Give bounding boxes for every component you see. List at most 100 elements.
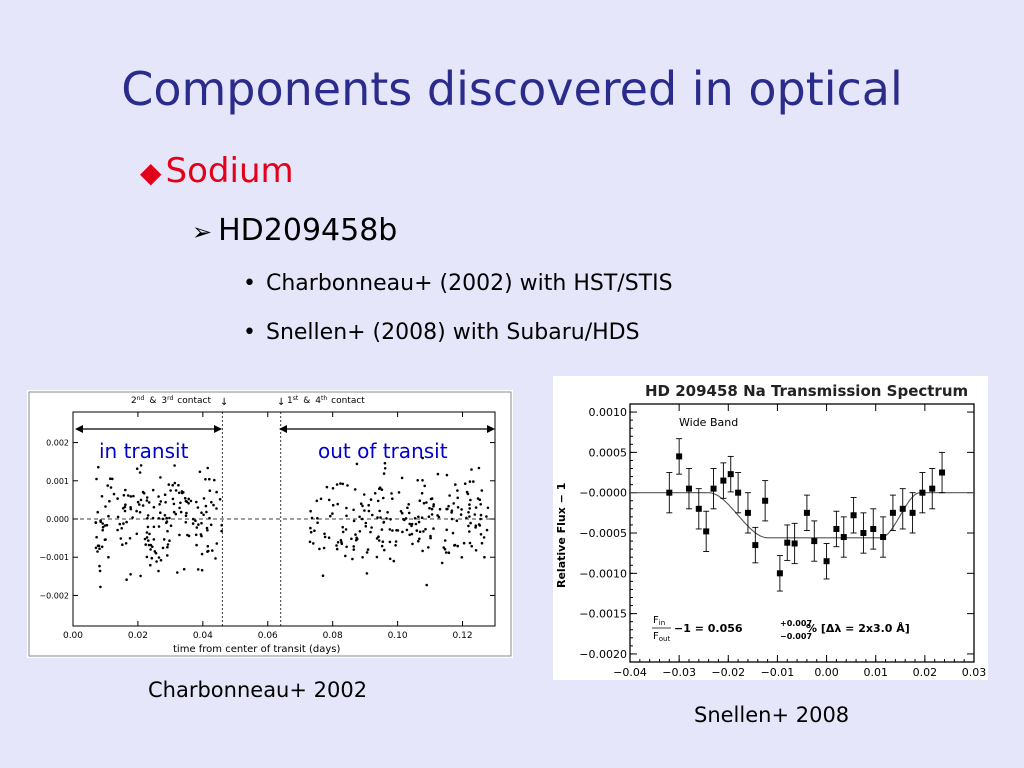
data-point — [405, 528, 409, 532]
bullet-sodium: ◆ Sodium — [140, 151, 294, 191]
data-point — [421, 549, 424, 553]
data-point — [312, 542, 315, 545]
data-point — [174, 489, 178, 492]
data-point — [200, 521, 203, 525]
data-point — [339, 538, 343, 542]
svg-text:+0.007: +0.007 — [780, 619, 812, 628]
data-point — [410, 532, 414, 536]
data-point — [143, 537, 147, 541]
data-point — [447, 551, 451, 554]
data-point — [123, 509, 127, 513]
data-point — [456, 506, 460, 509]
data-point — [388, 528, 392, 531]
data-point — [171, 483, 174, 487]
data-point — [479, 517, 482, 521]
data-point — [452, 502, 456, 505]
data-point — [860, 530, 867, 536]
data-point — [376, 516, 379, 519]
x-tick-label: 0.01 — [863, 666, 888, 679]
data-point — [485, 515, 488, 518]
data-point — [148, 532, 151, 536]
data-point — [424, 527, 427, 531]
data-point — [666, 489, 673, 496]
data-point — [214, 557, 217, 560]
data-point — [215, 490, 218, 494]
x-tick-label: 0.04 — [193, 631, 213, 641]
data-point — [474, 549, 478, 552]
data-point — [425, 583, 429, 587]
data-point — [198, 470, 202, 474]
x-tick-label: 0.03 — [962, 666, 987, 679]
data-point — [95, 535, 98, 539]
caption-charbonneau: Charbonneau+ 2002 — [148, 678, 368, 702]
data-point — [152, 538, 156, 541]
data-point — [184, 521, 188, 524]
data-point — [870, 525, 877, 532]
bullet-sodium-label: Sodium — [165, 151, 294, 191]
data-point — [132, 494, 135, 498]
data-point — [463, 482, 467, 485]
x-tick-label: −0.01 — [761, 666, 795, 679]
x-tick-label: 0.06 — [258, 631, 278, 641]
data-point — [146, 525, 150, 529]
data-point — [470, 544, 474, 548]
data-point — [880, 534, 887, 541]
data-point — [803, 509, 810, 516]
data-point — [752, 542, 759, 549]
ref-2-label: Snellen+ (2008) with Subaru/HDS — [265, 320, 640, 345]
svg-text:−0.007: −0.007 — [780, 632, 812, 641]
data-point — [152, 505, 156, 509]
data-point — [455, 519, 459, 522]
data-point — [429, 536, 432, 540]
data-point — [483, 555, 486, 559]
data-point — [100, 545, 104, 549]
data-point — [154, 551, 158, 555]
x-tick-label: 0.02 — [128, 631, 148, 641]
dot-bullet-icon: • — [243, 320, 256, 345]
data-point — [468, 530, 471, 533]
data-point — [205, 526, 209, 530]
data-point — [427, 546, 430, 549]
data-point — [126, 494, 130, 497]
data-point — [388, 540, 392, 544]
y-tick-label: 0.001 — [46, 477, 69, 486]
data-point — [121, 507, 125, 510]
arrowhead-bullet-icon: ➢ — [192, 218, 213, 246]
y-axis-label: Relative Flux − 1 — [555, 483, 568, 588]
data-point — [383, 467, 387, 470]
data-point — [187, 497, 190, 501]
dot-bullet-icon: • — [243, 271, 256, 296]
transit-depth-formula: Fin Fout −1 = 0.056 +0.007 −0.007 % [Δλ … — [652, 615, 910, 643]
data-point — [108, 499, 111, 503]
data-point — [185, 500, 189, 503]
data-point — [480, 541, 484, 545]
svg-text:% [Δλ = 2x3.0 Å]: % [Δλ = 2x3.0 Å] — [806, 622, 910, 635]
data-point — [383, 548, 386, 552]
data-point — [196, 506, 200, 509]
data-point — [432, 503, 436, 506]
data-point — [191, 522, 195, 525]
data-point — [109, 486, 113, 489]
data-point — [177, 491, 181, 495]
data-point — [421, 479, 424, 482]
data-point — [220, 529, 223, 533]
data-point — [416, 479, 420, 482]
data-point — [453, 543, 457, 547]
data-point — [145, 536, 149, 539]
data-point — [149, 548, 152, 551]
data-point — [136, 500, 140, 504]
data-point — [397, 491, 401, 494]
data-point — [919, 489, 926, 496]
figure-border — [28, 391, 512, 657]
data-point — [209, 523, 213, 527]
data-point — [823, 558, 830, 565]
data-point — [401, 530, 404, 534]
x-tick-label: 0.10 — [388, 631, 408, 641]
data-point — [375, 555, 379, 559]
data-point — [135, 467, 139, 470]
data-point — [206, 544, 210, 548]
data-point — [145, 499, 149, 502]
data-point — [124, 488, 127, 492]
data-point — [382, 496, 385, 500]
diamond-bullet-icon: ◆ — [140, 156, 162, 189]
